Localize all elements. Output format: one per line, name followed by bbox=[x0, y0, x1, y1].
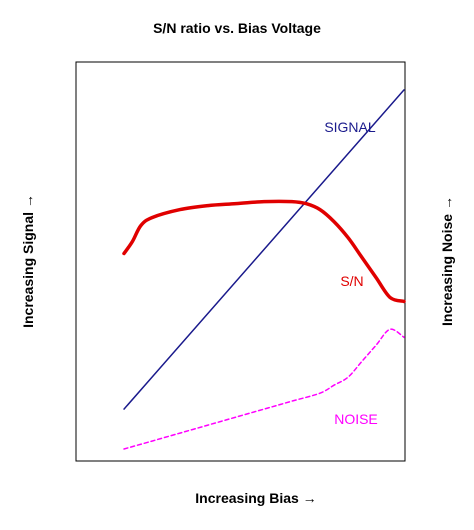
series-line-signal bbox=[123, 89, 405, 410]
y-axis-label-right: Increasing Noise → bbox=[439, 196, 455, 326]
series-line-s-n bbox=[122, 199, 406, 304]
x-axis-label: Increasing Bias → bbox=[195, 490, 316, 506]
series-line-noise bbox=[123, 328, 405, 450]
series-layer bbox=[122, 89, 406, 450]
plot-frame bbox=[75, 61, 406, 462]
series-label-sn: S/N bbox=[340, 273, 363, 289]
series-label-signal: SIGNAL bbox=[324, 119, 376, 135]
series-label-noise: NOISE bbox=[334, 411, 378, 427]
chart-title: S/N ratio vs. Bias Voltage bbox=[153, 20, 321, 36]
y-axis-label-left: Increasing Signal → bbox=[20, 194, 36, 328]
